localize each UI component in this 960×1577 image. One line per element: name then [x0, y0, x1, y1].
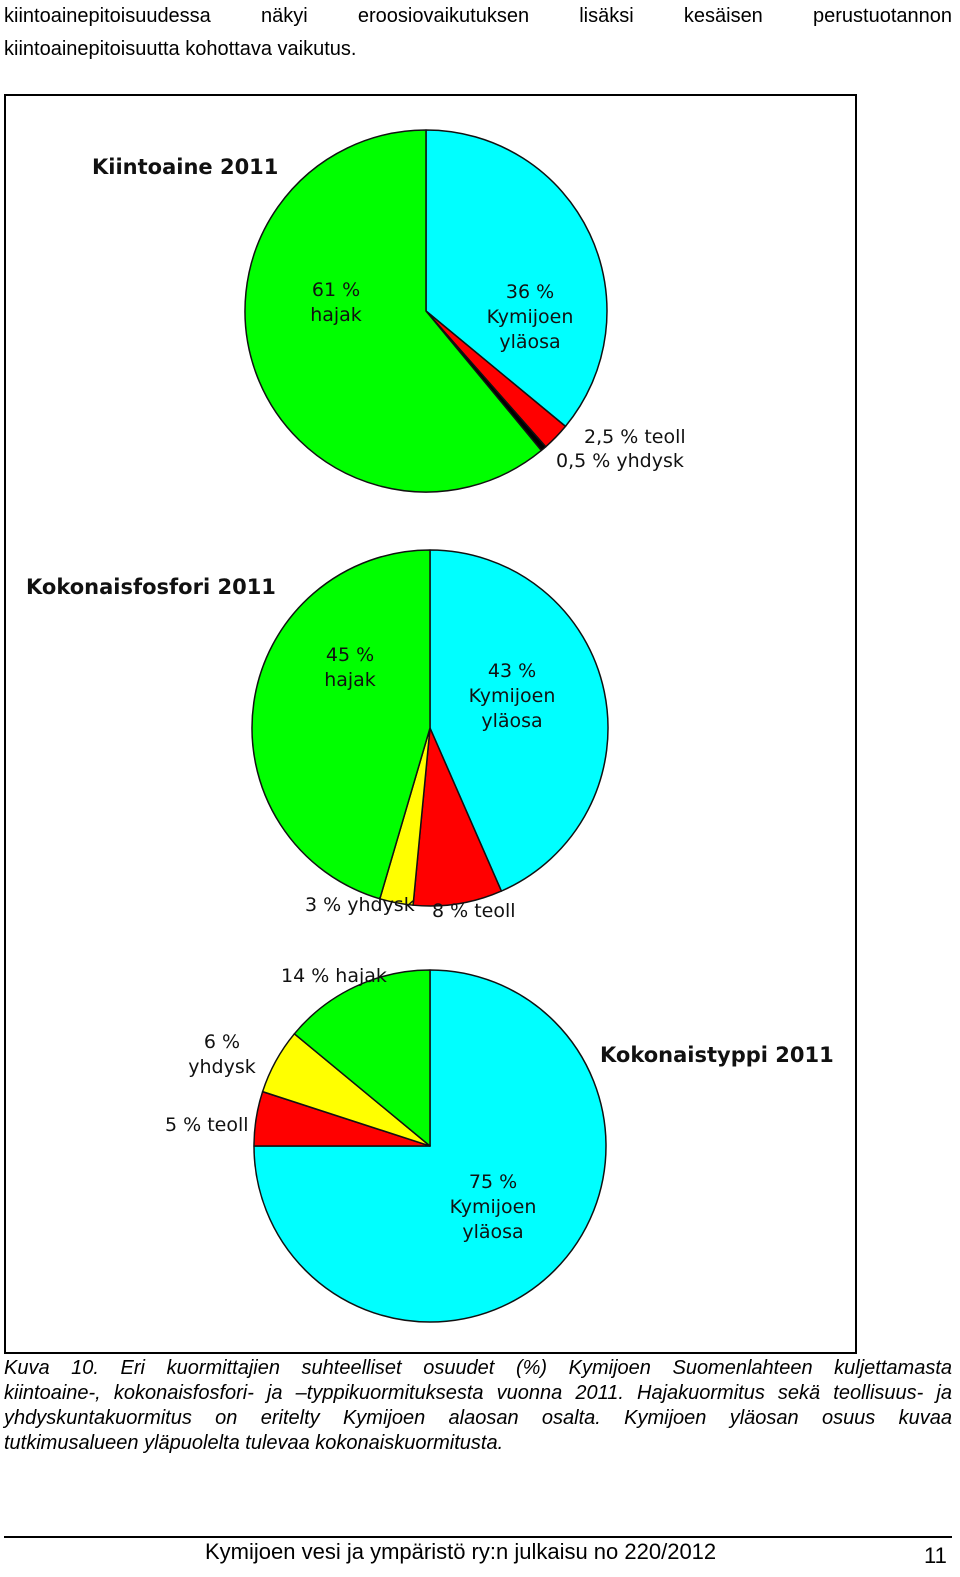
pie-slice-hajak [244, 129, 543, 493]
caption-line-3: yhdyskuntakuormitus on eritelty Kymijoen… [4, 1407, 952, 1429]
footer-rule [4, 1536, 952, 1538]
slice-label: 45 % hajak [324, 644, 376, 691]
slice-label: 14 % hajak [281, 965, 387, 987]
slice-label: 3 % yhdysk [305, 894, 415, 916]
pie-title: Kokonaistyppi 2011 [600, 1043, 834, 1067]
caption-line-4: tutkimusalueen yläpuolelta tulevaa kokon… [4, 1432, 504, 1454]
pie-kokonaistyppi: Kokonaistyppi 2011 75 % Kymijoen yläosa 5 % … [165, 965, 834, 1323]
slice-label: 5 % teoll [165, 1114, 249, 1136]
slice-label: 36 % Kymijoen yläosa [487, 281, 574, 353]
pie-kiintoaine: Kiintoaine 2011 36 % Kymijoen yläosa 2,5 % t… [92, 129, 686, 493]
slice-label: 6 % yhdysk [188, 1031, 256, 1078]
slice-label: 0,5 % yhdysk [556, 450, 684, 472]
pie-slice-teoll [412, 727, 503, 907]
slice-label: 61 % hajak [310, 279, 362, 326]
pie-slice-kymijoen-yläosa [253, 969, 607, 1323]
intro-line-1: kiintoainepitoisuudessa näkyi eroosiovai… [4, 5, 952, 27]
pie-kokonaisfosfori: Kokonaisfosfori 2011 43 % Kymijoen yläosa 8 … [26, 549, 609, 922]
slice-label: 8 % teoll [432, 900, 516, 922]
intro-line-2: kiintoainepitoisuutta kohottava vaikutus… [4, 38, 357, 60]
pie-slice-hajak [293, 969, 431, 1147]
pie-title: Kokonaisfosfori 2011 [26, 575, 276, 599]
pie-title: Kiintoaine 2011 [92, 155, 278, 179]
caption-line-2: kiintoaine-, kokonaisfosfori- ja –typpik… [4, 1382, 952, 1404]
figure-caption: Kuva 10. Eri kuormittajien suhteelliset … [4, 1356, 952, 1456]
pie-slice-kymijoen-yläosa [425, 129, 608, 428]
slice-label: 2,5 % teoll [584, 426, 686, 448]
page-number: 11 [924, 1543, 947, 1568]
slice-label: 75 % Kymijoen yläosa [450, 1171, 537, 1243]
footer-publication: Kymijoen vesi ja ympäristö ry:n julkaisu… [205, 1539, 717, 1564]
pie-slice-hajak [251, 549, 431, 900]
pie-slice-kymijoen-yläosa [429, 549, 609, 892]
slice-label: 43 % Kymijoen yläosa [469, 660, 556, 732]
caption-line-1: Kuva 10. Eri kuormittajien suhteelliset … [4, 1357, 952, 1379]
intro-paragraph: kiintoainepitoisuudessa näkyi eroosiovai… [4, 0, 952, 66]
